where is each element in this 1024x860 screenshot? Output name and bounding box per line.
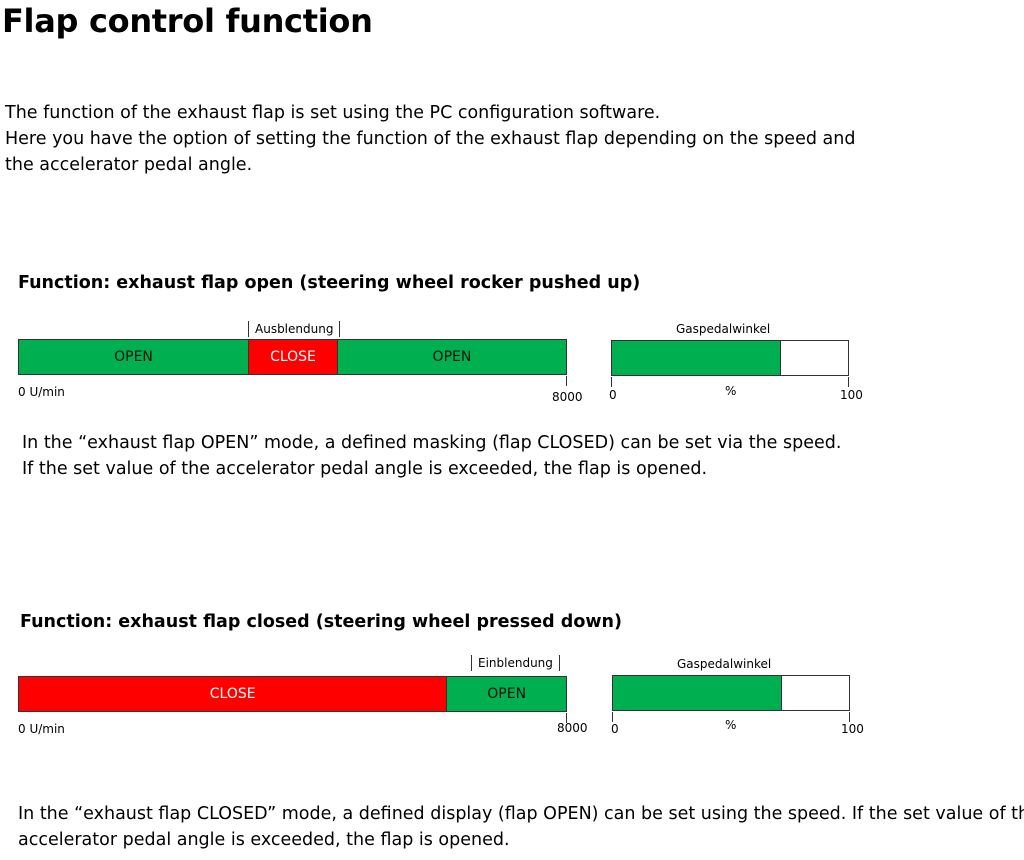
- pedal-threshold-fill: [613, 676, 781, 710]
- speed-bar-max-label: 8000: [557, 721, 588, 735]
- pedal-gauge-end-tick: [849, 712, 850, 722]
- pedal-gauge-max-label: 100: [841, 722, 864, 736]
- speed-bar-end-tick: [566, 376, 567, 386]
- speed-bar-closed-mode: CLOSE OPEN: [18, 676, 567, 712]
- display-marker-label: Einblendung: [471, 655, 560, 671]
- section-description-open: In the “exhaust flap OPEN” mode, a defin…: [22, 430, 841, 482]
- section-heading-open: Function: exhaust flap open (steering wh…: [18, 273, 641, 293]
- pedal-gauge-min-label: 0: [609, 388, 617, 402]
- speed-bar-open-mode: OPEN CLOSE OPEN: [18, 339, 567, 375]
- pedal-remaining: [779, 341, 848, 375]
- pedal-gauge-start-tick: [611, 377, 612, 387]
- pedal-threshold-fill: [612, 341, 780, 375]
- speed-segment-close: CLOSE: [248, 340, 337, 374]
- page-title: Flap control function: [2, 2, 373, 40]
- speed-segment-open: OPEN: [19, 340, 249, 374]
- description-line: In the “exhaust flap OPEN” mode, a defin…: [22, 433, 842, 453]
- pedal-gauge-max-label: 100: [840, 388, 863, 402]
- speed-segment-open: OPEN: [446, 677, 566, 711]
- pedal-gauge-unit-label: %: [725, 718, 737, 732]
- description-line: accelerator pedal angle is exceeded, the…: [18, 830, 510, 850]
- section-heading-closed: Function: exhaust flap closed (steering …: [20, 612, 622, 632]
- pedal-gauge-title: Gaspedalwinkel: [676, 322, 771, 336]
- pedal-gauge-unit-label: %: [725, 384, 737, 398]
- speed-bar-end-tick: [566, 713, 567, 723]
- speed-segment-close: CLOSE: [19, 677, 447, 711]
- description-line: In the “exhaust flap CLOSED” mode, a def…: [18, 804, 1024, 824]
- pedal-gauge-open-mode: [611, 340, 849, 376]
- intro-paragraph: The function of the exhaust flap is set …: [5, 100, 855, 178]
- intro-line: The function of the exhaust flap is set …: [5, 103, 661, 123]
- section-description-closed: In the “exhaust flap CLOSED” mode, a def…: [18, 801, 1024, 853]
- intro-line: the accelerator pedal angle.: [5, 155, 253, 175]
- pedal-gauge-closed-mode: [612, 675, 850, 711]
- speed-bar-max-label: 8000: [552, 390, 583, 404]
- speed-bar-min-label: 0 U/min: [18, 385, 65, 399]
- pedal-gauge-end-tick: [848, 377, 849, 387]
- pedal-gauge-start-tick: [612, 712, 613, 722]
- description-line: If the set value of the accelerator peda…: [22, 459, 708, 479]
- speed-bar-min-label: 0 U/min: [18, 722, 65, 736]
- masking-marker-label: Ausblendung: [248, 321, 341, 337]
- pedal-gauge-min-label: 0: [611, 722, 619, 736]
- pedal-remaining: [780, 676, 849, 710]
- intro-line: Here you have the option of setting the …: [5, 129, 856, 149]
- speed-segment-open: OPEN: [336, 340, 566, 374]
- pedal-gauge-title: Gaspedalwinkel: [677, 657, 772, 671]
